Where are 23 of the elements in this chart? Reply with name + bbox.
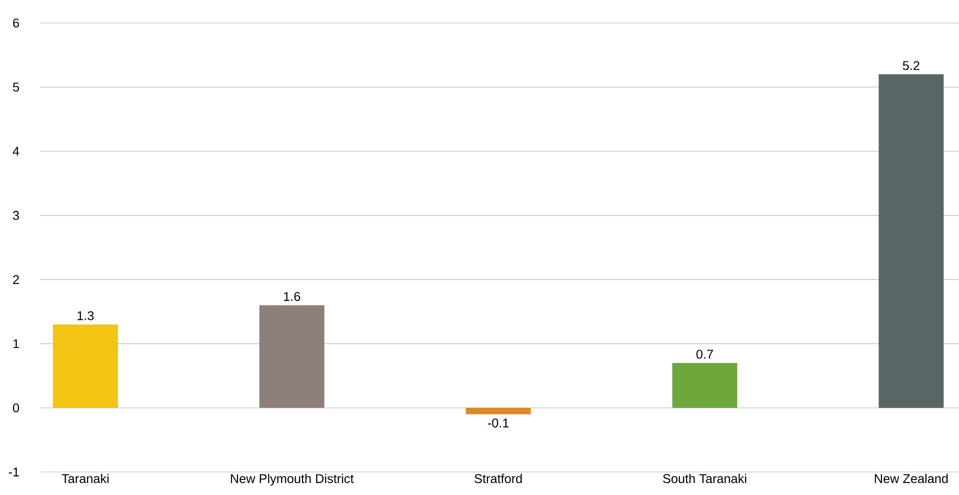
y-tick-label: 6 xyxy=(13,18,19,28)
bar xyxy=(466,408,531,414)
bar xyxy=(672,362,738,408)
y-tick-label: 4 xyxy=(12,146,20,156)
y-tick-label: 1 xyxy=(13,339,19,348)
data-label: 0.7 xyxy=(696,350,713,359)
data-label: 1.6 xyxy=(284,292,300,301)
x-tick-label: New Zealand xyxy=(874,474,948,484)
x-tick-label: Taranaki xyxy=(62,474,109,484)
data-label: 5.2 xyxy=(902,61,920,70)
bar xyxy=(52,324,118,408)
y-tick-label: -1 xyxy=(8,468,19,476)
bar xyxy=(878,74,944,408)
y-tick-label: 2 xyxy=(13,275,19,284)
data-label: 1.3 xyxy=(78,311,94,320)
x-tick-label: Stratford xyxy=(474,474,522,484)
bar xyxy=(259,305,324,408)
y-tick-label: 3 xyxy=(12,210,19,220)
y-tick-label: 5 xyxy=(12,82,20,92)
x-tick-label: South Taranaki xyxy=(663,474,746,484)
y-tick-label: 0 xyxy=(12,403,20,412)
data-label: -0.1 xyxy=(488,418,509,428)
x-tick-label: New Plymouth District xyxy=(230,474,354,486)
